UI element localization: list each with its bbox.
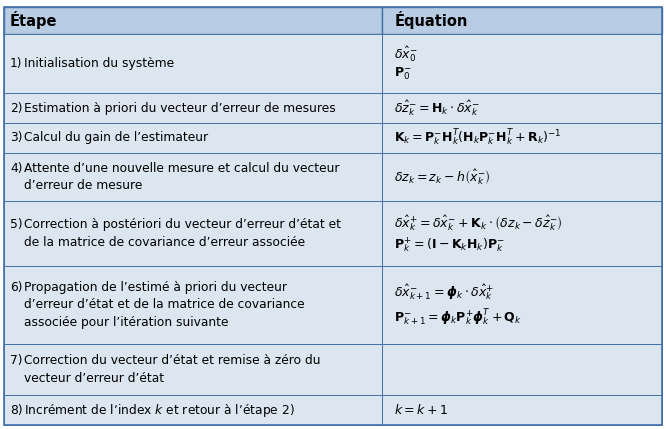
Bar: [4, 396, 382, 425]
Text: Étape: Étape: [10, 12, 57, 30]
Bar: [382, 93, 662, 123]
Text: 3): 3): [10, 131, 23, 144]
Bar: [382, 201, 662, 266]
Bar: [4, 93, 382, 123]
Text: associée pour l’itération suivante: associée pour l’itération suivante: [24, 316, 228, 329]
Text: d’erreur d’état et de la matrice de covariance: d’erreur d’état et de la matrice de cova…: [24, 299, 304, 311]
Text: 5): 5): [10, 218, 23, 231]
Bar: [382, 344, 662, 396]
Text: de la matrice de covariance d’erreur associée: de la matrice de covariance d’erreur ass…: [24, 236, 305, 249]
Bar: [382, 266, 662, 344]
Text: Correction du vecteur d’état et remise à zéro du: Correction du vecteur d’état et remise à…: [24, 354, 320, 368]
Bar: [4, 266, 382, 344]
Text: Calcul du gain de l’estimateur: Calcul du gain de l’estimateur: [24, 131, 208, 144]
Text: Équation: Équation: [394, 12, 468, 30]
Bar: [382, 34, 662, 93]
Bar: [4, 123, 382, 153]
Text: $\mathbf{P}^{-}_{k+1} = \boldsymbol{\phi}_{k}\mathbf{P}^{+}_{k}\boldsymbol{\phi}: $\mathbf{P}^{-}_{k+1} = \boldsymbol{\phi…: [394, 308, 522, 328]
Text: Incrément de l’index $k$ et retour à l’étape 2): Incrément de l’index $k$ et retour à l’é…: [24, 402, 295, 419]
Text: d’erreur de mesure: d’erreur de mesure: [24, 179, 143, 192]
Bar: [382, 153, 662, 201]
Bar: [382, 396, 662, 425]
Text: $\mathbf{P}^{+}_{k} = (\mathbf{I} - \mathbf{K}_{k}\mathbf{H}_{k})\mathbf{P}^{-}_: $\mathbf{P}^{+}_{k} = (\mathbf{I} - \mat…: [394, 235, 505, 254]
Text: 8): 8): [10, 404, 23, 417]
Bar: [4, 201, 382, 266]
Text: $k = k + 1$: $k = k + 1$: [394, 403, 448, 417]
Bar: [4, 153, 382, 201]
Text: $\mathbf{P}^{-}_{0}$: $\mathbf{P}^{-}_{0}$: [394, 65, 412, 82]
Text: 4): 4): [10, 162, 23, 175]
Bar: [4, 34, 382, 93]
Bar: [382, 123, 662, 153]
Text: Correction à postériori du vecteur d’erreur d’état et: Correction à postériori du vecteur d’err…: [24, 218, 341, 231]
Text: 1): 1): [10, 57, 23, 70]
Text: 6): 6): [10, 281, 23, 294]
Text: $\delta\hat{z}^{-}_{k} = \mathbf{H}_{k} \cdot \delta\hat{x}^{-}_{k}$: $\delta\hat{z}^{-}_{k} = \mathbf{H}_{k} …: [394, 98, 480, 118]
Bar: [4, 7, 382, 34]
Bar: [382, 7, 662, 34]
Bar: [4, 344, 382, 396]
Text: Initialisation du système: Initialisation du système: [24, 57, 174, 70]
Text: $\delta\hat{x}^{-}_{k+1} = \boldsymbol{\phi}_{k} \cdot \delta\hat{x}^{+}_{k}$: $\delta\hat{x}^{-}_{k+1} = \boldsymbol{\…: [394, 282, 494, 302]
Text: $\mathbf{K}_{k} = \mathbf{P}^{-}_{k}\mathbf{H}^{T}_{k}(\mathbf{H}_{k}\mathbf{P}^: $\mathbf{K}_{k} = \mathbf{P}^{-}_{k}\mat…: [394, 128, 562, 148]
Text: Estimation à priori du vecteur d’erreur de mesures: Estimation à priori du vecteur d’erreur …: [24, 102, 336, 115]
Text: $\delta\hat{x}^{-}_{0}$: $\delta\hat{x}^{-}_{0}$: [394, 44, 418, 63]
Text: 7): 7): [10, 354, 23, 368]
Text: $\delta\hat{x}^{+}_{k} = \delta\hat{x}^{-}_{k} + \mathbf{K}_{k} \cdot \left(\del: $\delta\hat{x}^{+}_{k} = \delta\hat{x}^{…: [394, 213, 563, 233]
Text: Propagation de l’estimé à priori du vecteur: Propagation de l’estimé à priori du vect…: [24, 281, 287, 294]
Text: $\delta z_{k} = z_{k} - h\left(\hat{x}^{-}_{k}\right)$: $\delta z_{k} = z_{k} - h\left(\hat{x}^{…: [394, 167, 491, 187]
Text: Attente d’une nouvelle mesure et calcul du vecteur: Attente d’une nouvelle mesure et calcul …: [24, 162, 340, 175]
Text: vecteur d’erreur d’état: vecteur d’erreur d’état: [24, 372, 164, 385]
Text: 2): 2): [10, 102, 23, 115]
